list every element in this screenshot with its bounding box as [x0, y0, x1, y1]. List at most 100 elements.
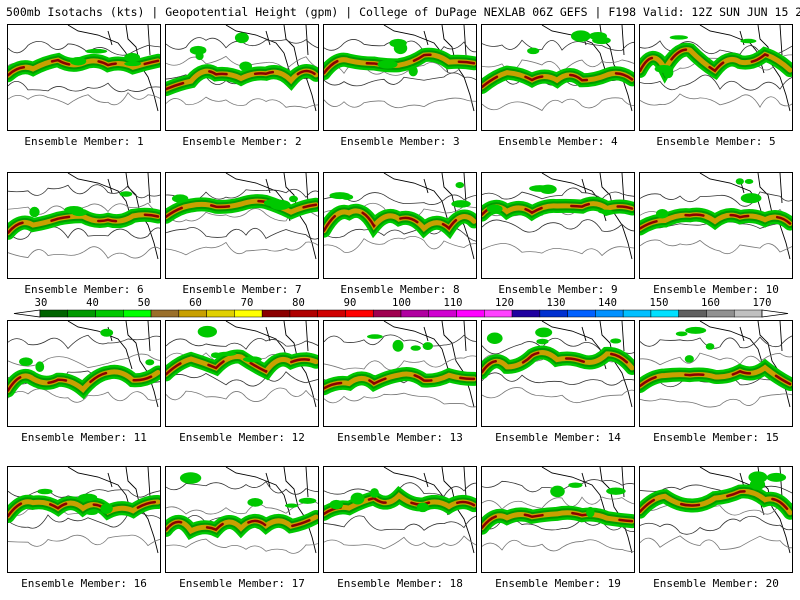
- isotach-blob: [669, 35, 688, 40]
- isotach-blob: [422, 342, 434, 350]
- colorbar-segment: [511, 309, 541, 318]
- ensemble-panel: [7, 466, 161, 573]
- ensemble-map: [8, 25, 160, 112]
- isotach-blob: [64, 206, 84, 214]
- colorbar-tick-label: 50: [137, 297, 151, 309]
- ensemble-member-label: Ensemble Member: 18: [337, 577, 463, 590]
- isotach-blob: [744, 178, 754, 185]
- isotach-blob: [242, 356, 262, 363]
- colorbar-segment: [150, 309, 180, 318]
- isotach-blob: [748, 471, 768, 484]
- ensemble-panel: [7, 172, 161, 279]
- ensemble-member-label: Ensemble Member: 10: [653, 283, 779, 296]
- ensemble-map: [166, 321, 318, 408]
- height-contour: [8, 489, 160, 498]
- ensemble-panel: [7, 320, 161, 427]
- isotach-blob: [589, 31, 608, 41]
- colorbar-tick-label: 150: [649, 297, 669, 309]
- isotach-blob: [766, 472, 787, 482]
- isotach-blob: [675, 331, 688, 337]
- colorbar-segment: [539, 309, 568, 318]
- isotach-blob: [705, 343, 715, 350]
- isotach-band: [324, 371, 476, 391]
- isotach-blob: [197, 325, 217, 338]
- ensemble-member-label: Ensemble Member: 16: [21, 577, 147, 590]
- colorbar-segment: [622, 309, 652, 318]
- colorbar-right-arrow: [761, 309, 789, 318]
- ensemble-member-label: Ensemble Member: 9: [498, 283, 618, 296]
- height-contour: [324, 334, 476, 347]
- isotach-blob: [29, 206, 40, 218]
- isotach-blob: [37, 488, 53, 495]
- height-contour: [166, 371, 318, 387]
- isotach-band: [640, 364, 792, 389]
- isotach-band: [166, 514, 318, 535]
- height-contour: [324, 535, 476, 550]
- isotach-band: [324, 492, 476, 517]
- isotach-band: [8, 499, 160, 519]
- isotach-band: [482, 201, 634, 218]
- isotach-blob: [210, 352, 221, 359]
- ensemble-member-label: Ensemble Member: 12: [179, 431, 305, 444]
- height-contour: [166, 480, 318, 495]
- height-contour: [482, 219, 634, 233]
- ensemble-map: [324, 173, 476, 260]
- isotach-blob: [124, 61, 142, 67]
- colorbar-segment: [317, 309, 346, 318]
- isotach-blob: [735, 178, 744, 185]
- isotach-blob: [171, 194, 189, 203]
- isotach-blob: [179, 472, 202, 484]
- height-contour: [482, 97, 634, 112]
- isotach-blob: [119, 191, 133, 197]
- ensemble-panel: [639, 466, 793, 573]
- height-contour: [324, 482, 476, 498]
- height-contour: [482, 372, 634, 386]
- ensemble-panel: [323, 466, 477, 573]
- ensemble-member-label: Ensemble Member: 8: [340, 283, 460, 296]
- isotach-blob: [610, 338, 622, 344]
- height-contour: [482, 242, 634, 257]
- colorbar-tick-label: 120: [495, 297, 514, 309]
- colorbar-segment: [39, 309, 69, 318]
- height-contour: [8, 334, 160, 350]
- colorbar-tick-label: 80: [292, 297, 305, 309]
- isotach-blob: [606, 487, 626, 495]
- isotach-blob: [239, 61, 253, 71]
- isotach-blob: [654, 65, 674, 73]
- colorbar-segment: [400, 309, 430, 318]
- isotach-blob: [527, 47, 540, 55]
- isotach-band: [166, 198, 318, 220]
- ensemble-panel: [481, 320, 635, 427]
- height-contour: [8, 184, 160, 199]
- isotach-band: [482, 510, 634, 531]
- isotach-blob: [568, 482, 583, 488]
- height-contour: [482, 187, 634, 200]
- height-contour: [166, 338, 318, 350]
- height-contour: [482, 387, 634, 404]
- ensemble-member-label: Ensemble Member: 6: [24, 283, 144, 296]
- height-contour: [166, 500, 318, 515]
- ensemble-map: [482, 173, 634, 260]
- isotach-blob: [189, 45, 207, 55]
- colorbar-segment: [650, 309, 679, 318]
- height-contour: [482, 539, 634, 552]
- colorbar-segment: [706, 309, 735, 318]
- isotach-blob: [740, 38, 757, 44]
- ensemble-panel: [165, 466, 319, 573]
- colorbar-segment: [345, 309, 374, 318]
- height-contour: [640, 501, 792, 516]
- colorbar-tick-label: 110: [443, 297, 463, 309]
- ensemble-member-label: Ensemble Member: 13: [337, 431, 463, 444]
- ensemble-member-label: Ensemble Member: 19: [495, 577, 621, 590]
- isotach-band: [640, 212, 792, 231]
- ensemble-panel: [165, 172, 319, 279]
- isotach-blob: [529, 185, 551, 192]
- height-contour: [640, 535, 792, 550]
- colorbar-segment: [234, 309, 263, 318]
- isotach-blob: [550, 485, 565, 498]
- isotach-blob: [486, 204, 503, 214]
- colorbar-tick-label: 40: [86, 297, 99, 309]
- colorbar-segment: [261, 309, 291, 318]
- isotach-band: [166, 68, 318, 92]
